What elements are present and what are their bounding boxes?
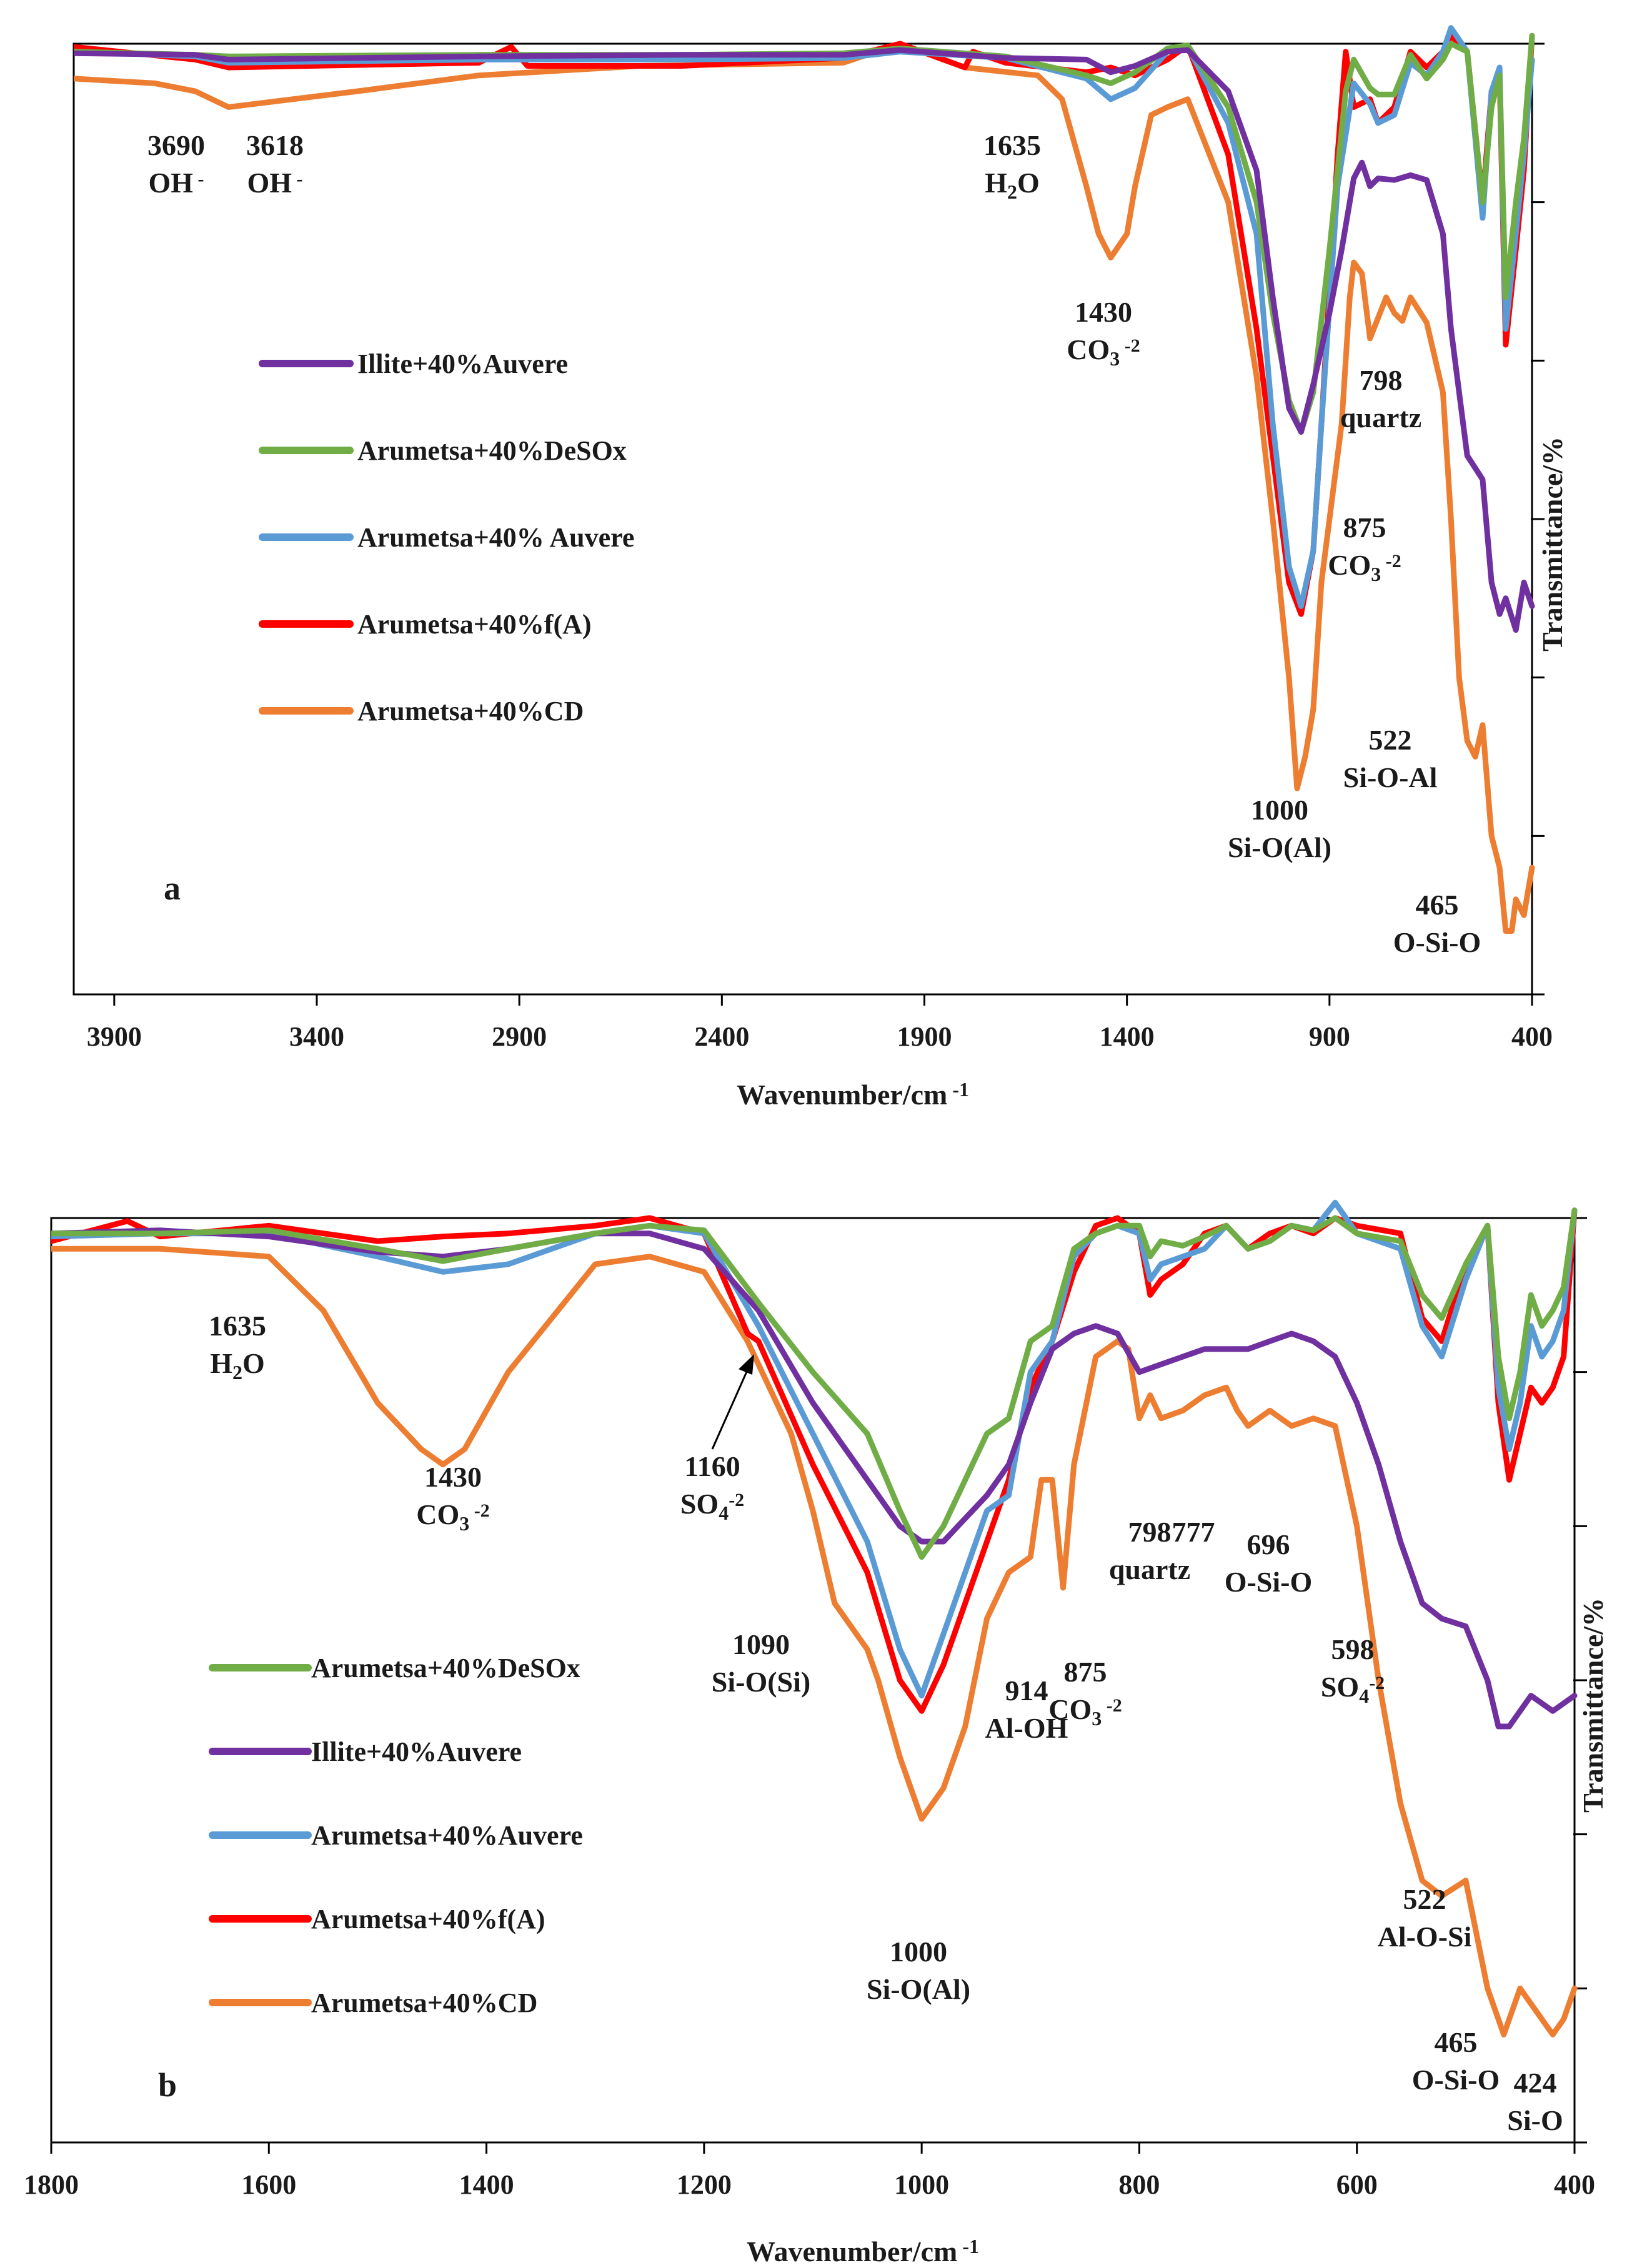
annotation-assignment: Si-O-Al: [1343, 761, 1438, 793]
annotation-wavenumber: 696: [1247, 1528, 1290, 1560]
annotation-assignment: OH -: [148, 167, 204, 199]
legend-label: Illite+40%Auvere: [357, 349, 568, 379]
legend-label: Arumetsa+40%f(A): [357, 609, 592, 640]
annotation-wavenumber: 1635: [983, 129, 1041, 161]
chart-panel-b: 1800 1600 1400 1200 1000 800 600 400 Wavenumber/…: [24, 1199, 1609, 2267]
annotation-wavenumber: 777: [1172, 1516, 1215, 1548]
y-axis-title: Transmittance/%: [1577, 1598, 1609, 1813]
legend-label: Arumetsa+40% Auvere: [357, 522, 634, 553]
legend-label: Arumetsa+40%CD: [357, 696, 584, 726]
x-tick-label: 3900: [87, 1021, 142, 1052]
series-line-0: [51, 1207, 1578, 1560]
annotation-wavenumber: 875: [1064, 1656, 1107, 1688]
x-axis-title: Wavenumber/cm -1: [747, 2235, 979, 2267]
annotation-wavenumber: 1000: [1251, 794, 1308, 826]
annotation-assignment: SO4-2: [680, 1488, 744, 1524]
annotation-assignment: quartz: [1340, 402, 1421, 433]
annotation-assignment: CO3 -2: [1067, 334, 1140, 370]
x-tick-label: 2900: [492, 1021, 547, 1052]
x-tick-label: 1600: [241, 2169, 296, 2200]
annotation-assignment: H2O: [210, 1347, 265, 1384]
panel-label: b: [158, 2066, 177, 2104]
annotation-wavenumber: 465: [1435, 2026, 1478, 2058]
series-line-4: [51, 1245, 1578, 2038]
annotation-wavenumber: 465: [1416, 889, 1459, 921]
x-tick-label: 1400: [459, 2169, 514, 2200]
annotation-assignment: O-Si-O: [1393, 926, 1481, 958]
annotation-assignment: Si-O(Al): [1228, 831, 1331, 863]
annotation-wavenumber: 522: [1403, 1883, 1446, 1915]
series-line-0: [74, 47, 1535, 633]
x-tick-label: 1800: [24, 2169, 79, 2200]
annotation-wavenumber: 875: [1343, 512, 1386, 543]
arrow-head: [739, 1354, 754, 1375]
annotation-wavenumber: 1090: [732, 1628, 790, 1660]
annotation-wavenumber: 424: [1514, 2067, 1557, 2099]
annotation-assignment: Si-O: [1507, 2104, 1563, 2136]
annotation-wavenumber: 3618: [246, 129, 304, 161]
annotation-assignment: CO3 -2: [416, 1498, 490, 1535]
series-line-1: [51, 1227, 1578, 1730]
x-tick-label: 3400: [289, 1021, 344, 1052]
annotation-wavenumber: 3690: [147, 129, 205, 161]
annotation-assignment: quartz: [1109, 1553, 1190, 1585]
x-tick-label: 2400: [694, 1021, 749, 1052]
annotation-assignment: O-Si-O: [1412, 2064, 1500, 2096]
annotation-wavenumber: 522: [1369, 724, 1412, 756]
annotation-assignment: H2O: [985, 167, 1040, 203]
x-tick-label: 600: [1336, 2169, 1378, 2200]
annotation-wavenumber: 914: [1005, 1675, 1048, 1706]
legend-label: Arumetsa+40%DeSOx: [311, 1653, 580, 1683]
x-tick-label: 1400: [1100, 1021, 1155, 1052]
annotation-assignment: O-Si-O: [1225, 1566, 1313, 1598]
x-tick-label: 900: [1309, 1021, 1350, 1052]
annotation-assignment: Si-O(Si): [712, 1666, 810, 1698]
annotation-wavenumber: 598: [1331, 1633, 1375, 1665]
x-axis-title: Wavenumber/cm -1: [737, 1078, 969, 1111]
annotation-wavenumber: 1160: [684, 1450, 740, 1482]
annotation-assignment: SO4-2: [1321, 1671, 1385, 1707]
annotation-assignment: Al-OH: [985, 1712, 1068, 1744]
annotation-assignment: CO3 -2: [1328, 549, 1401, 585]
annotation-wavenumber: 1000: [890, 1936, 947, 1968]
y-axis-title: Transmittance/%: [1536, 437, 1568, 651]
legend-label: Arumetsa+40%CD: [311, 1988, 537, 2018]
legend-label: Arumetsa+40%f(A): [311, 1904, 545, 1934]
x-tick-label: 800: [1118, 2169, 1160, 2200]
x-tick-label: 1000: [894, 2169, 949, 2200]
series-line-2: [51, 1199, 1578, 1699]
x-tick-label: 400: [1554, 2169, 1595, 2200]
annotation-assignment: Al-O-Si: [1378, 1921, 1472, 1953]
chart-panel-a: 3900 3400 2900 2400 1900 1400 900 400 Wavenumber…: [72, 25, 1568, 1111]
annotation-assignment: Si-O(Al): [867, 1973, 970, 2005]
annotation-assignment: CO3 -2: [1048, 1693, 1122, 1730]
annotation-assignment: OH -: [247, 167, 302, 199]
annotation-wavenumber: 798: [1360, 364, 1403, 396]
legend-label: Arumetsa+40%Auvere: [311, 1820, 583, 1851]
annotation-wavenumber: 1635: [209, 1310, 266, 1342]
x-tick-label: 400: [1511, 1021, 1553, 1052]
annotation-wavenumber: 798: [1128, 1516, 1172, 1548]
x-tick-label: 1900: [897, 1021, 952, 1052]
series-line-2: [74, 25, 1535, 609]
legend-label: Arumetsa+40%DeSOx: [357, 435, 627, 466]
annotation-wavenumber: 1430: [424, 1461, 482, 1493]
x-tick-label: 1200: [677, 2169, 732, 2200]
annotation-arrow: [711, 1364, 751, 1450]
panel-label: a: [164, 869, 181, 907]
legend-label: Illite+40%Auvere: [311, 1736, 522, 1767]
annotation-wavenumber: 1430: [1075, 296, 1132, 328]
